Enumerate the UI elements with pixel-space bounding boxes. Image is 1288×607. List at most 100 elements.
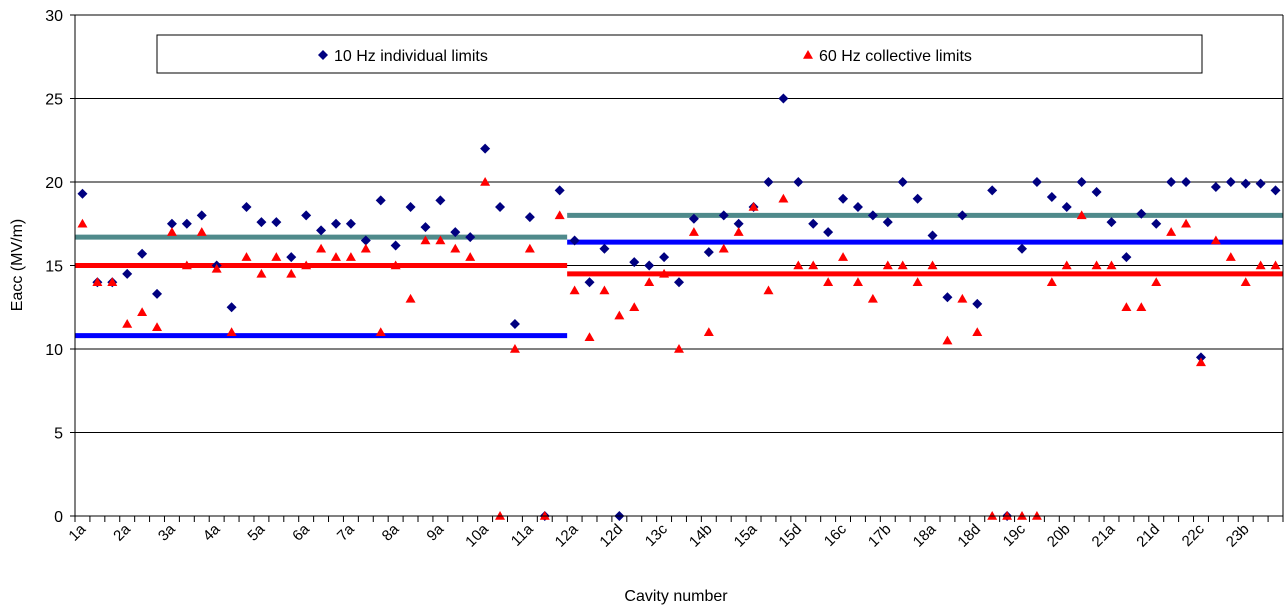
point-10hz: [867, 210, 878, 221]
point-60hz: [554, 210, 565, 220]
point-10hz: [375, 195, 386, 206]
point-10hz: [345, 218, 356, 229]
point-10hz: [1181, 177, 1192, 187]
point-60hz: [838, 252, 849, 261]
point-60hz: [390, 260, 401, 270]
point-60hz: [808, 260, 819, 270]
point-60hz: [509, 344, 520, 353]
point-60hz: [1225, 252, 1236, 261]
point-60hz: [152, 322, 163, 332]
x-tick-label: 12a: [552, 520, 582, 550]
x-tick-label: 15d: [775, 521, 805, 551]
point-60hz: [226, 327, 237, 337]
point-60hz: [882, 260, 893, 270]
point-60hz: [688, 227, 699, 236]
point-10hz: [1106, 217, 1117, 228]
point-60hz: [405, 293, 416, 303]
axes: [70, 14, 1284, 522]
data-points: [77, 93, 1281, 521]
point-60hz: [942, 335, 953, 345]
point-60hz: [1046, 277, 1057, 286]
point-60hz: [196, 227, 207, 236]
point-60hz: [375, 327, 386, 337]
x-tick-label: 5a: [244, 520, 268, 544]
point-10hz: [972, 298, 983, 309]
point-60hz: [92, 277, 103, 286]
point-60hz: [1195, 357, 1206, 367]
point-60hz: [659, 268, 670, 278]
point-10hz: [644, 260, 655, 271]
point-60hz: [1091, 260, 1102, 270]
point-60hz: [360, 243, 371, 253]
y-axis-label: Eacc (MV/m): [9, 219, 26, 311]
point-60hz: [1210, 235, 1221, 245]
x-tick-label: 10a: [462, 520, 492, 550]
point-60hz: [1002, 511, 1013, 520]
point-10hz: [584, 277, 595, 288]
point-60hz: [569, 285, 580, 295]
point-10hz: [1240, 178, 1251, 189]
point-10hz: [405, 202, 416, 213]
point-60hz: [897, 260, 908, 270]
point-10hz: [852, 202, 863, 213]
point-10hz: [286, 252, 297, 263]
point-60hz: [1017, 511, 1028, 520]
point-10hz: [1225, 177, 1236, 187]
point-60hz: [256, 268, 267, 278]
point-60hz: [852, 277, 863, 286]
point-10hz: [838, 193, 849, 204]
legend-marker-triangle: [803, 50, 813, 59]
point-60hz: [1106, 260, 1117, 270]
point-10hz: [196, 210, 207, 221]
point-10hz: [957, 210, 968, 221]
x-tick-label: 3a: [155, 520, 179, 544]
x-tick-label: 13c: [642, 520, 671, 549]
point-60hz: [703, 327, 714, 337]
point-60hz: [957, 293, 968, 303]
y-tick-label: 20: [45, 175, 63, 192]
point-10hz: [316, 225, 327, 236]
point-10hz: [137, 248, 148, 259]
point-60hz: [674, 344, 684, 353]
y-tick-label: 30: [45, 8, 63, 25]
point-10hz: [778, 93, 789, 104]
point-10hz: [1151, 218, 1162, 229]
point-10hz: [718, 210, 729, 221]
x-tick-label: 17b: [865, 521, 895, 551]
point-10hz: [226, 302, 237, 313]
point-60hz: [972, 327, 983, 337]
point-60hz: [1240, 277, 1251, 286]
x-tick-label: 7a: [334, 520, 358, 544]
point-10hz: [166, 218, 177, 229]
point-60hz: [420, 235, 431, 245]
point-10hz: [912, 193, 923, 204]
point-10hz: [271, 217, 282, 228]
point-10hz: [480, 143, 491, 154]
point-10hz: [569, 235, 580, 246]
point-10hz: [554, 185, 565, 196]
point-60hz: [629, 302, 640, 311]
x-axis-label: Cavity number: [624, 588, 728, 605]
point-10hz: [942, 292, 953, 303]
x-tick-label: 1a: [65, 520, 89, 544]
x-tick-label: 12d: [596, 521, 626, 551]
x-tick-label: 18a: [910, 520, 940, 550]
point-60hz: [987, 511, 998, 520]
x-tick-label: 21a: [1089, 520, 1119, 550]
point-10hz: [330, 218, 341, 229]
point-60hz: [1255, 260, 1266, 270]
point-10hz: [927, 230, 938, 241]
x-tick-label: 14b: [686, 521, 716, 551]
point-60hz: [122, 318, 133, 328]
point-10hz: [763, 177, 774, 187]
legend-box: [156, 34, 1203, 74]
point-10hz: [524, 212, 535, 223]
point-10hz: [390, 240, 401, 251]
point-60hz: [330, 252, 341, 261]
x-tick-label: 9a: [423, 520, 447, 544]
x-tick-label: 22c: [1179, 520, 1208, 549]
point-10hz: [987, 185, 998, 196]
point-60hz: [584, 332, 595, 342]
point-60hz: [495, 511, 506, 520]
point-60hz: [867, 293, 878, 303]
